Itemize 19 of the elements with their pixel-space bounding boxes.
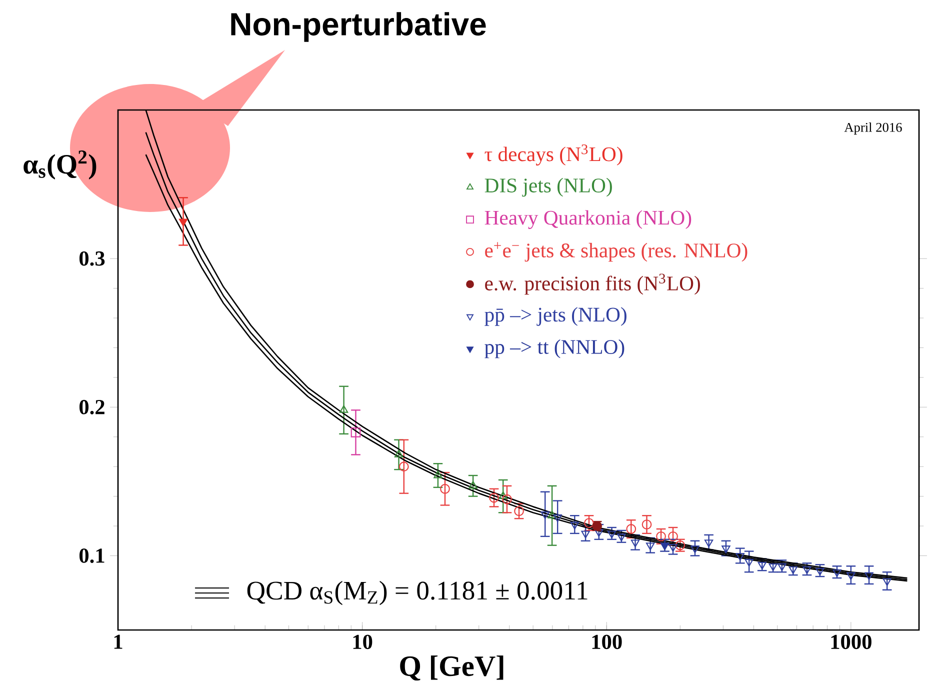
legend-label: Heavy Quarkonia (NLO) [484,210,692,229]
legend-label: pp –> tt (NNLO) [484,339,624,358]
y-tick-label: 0.3 [79,251,105,266]
x-tick-label: 100 [592,634,622,650]
annotation: April 2016 [844,122,902,135]
annotation: QCD α$_{S}$(M$_{Z}$) = 0.1181 ± 0.0011 [247,580,588,606]
text: Non-perturbative [231,12,486,42]
legend-label: e$^{+}$e$^{−}$ jets & shapes (res. NNLO) [485,242,748,262]
legend-label: τ decays (N$^{3}$LO) [484,144,622,166]
y-tick-label: 0.1 [79,548,104,563]
legend-label: pp̄ –> jets (NLO) [484,307,626,326]
legend-label: e.w. precision fits (N$^{3}$LO) [485,274,700,295]
x-axis-title: Q [GeV] [400,655,504,681]
x-tick-label: 10 [353,634,372,650]
y-tick-label: 0.2 [79,400,104,414]
x-tick-label: 1 [114,634,122,649]
legend-label: DIS jets (NLO) [484,178,612,197]
x-tick-label: 1000 [831,634,872,650]
y-axis-title: α$_{s}$(Q$^{2}$) [24,150,96,180]
